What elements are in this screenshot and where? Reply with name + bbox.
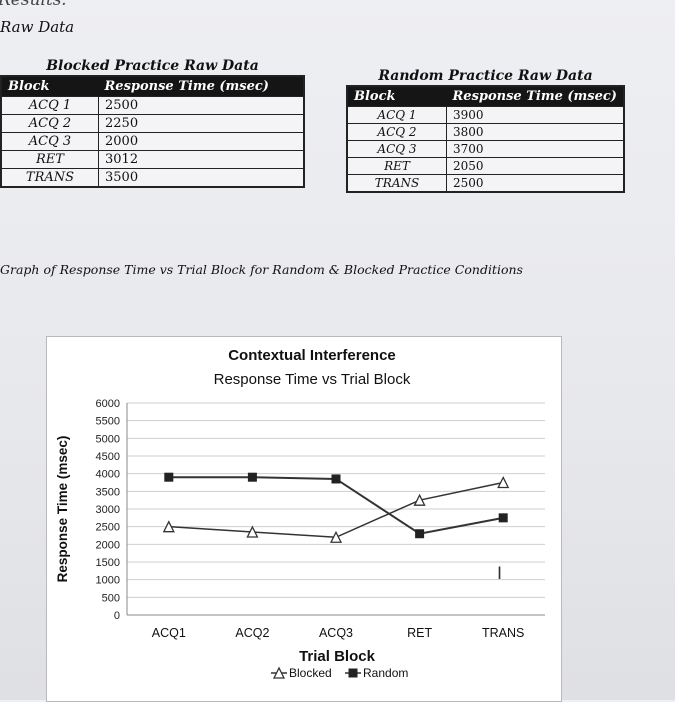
blocked-block-cell: ACQ 1 [0,96,99,115]
graph-caption: Graph of Response Time vs Trial Block fo… [0,262,523,277]
blocked-value-cell: 2000 [98,132,305,151]
y-tick-label: 2000 [96,539,120,551]
table-row: ACQ 1 2500 [0,96,305,115]
chart-title: Contextual Interference [228,347,396,364]
legend-marker-random [348,668,358,678]
random-header-response: Response Time (msec) [446,86,624,107]
random-value-cell: 3800 [446,123,625,141]
data-point-blocked [329,530,343,543]
table-row: ACQ 2 3800 [346,123,625,141]
data-point-blocked [497,476,510,489]
random-block-cell: ACQ 2 [346,123,447,141]
y-tick-label: 1500 [96,557,120,569]
blocked-table-title: Blocked Practice Raw Data [46,58,259,74]
series-line-blocked [168,481,504,539]
data-point-blocked [246,525,259,538]
table-row: ACQ 2 2250 [0,114,305,133]
y-tick-label: 6000 [96,398,120,410]
random-value-cell: 3900 [446,106,625,124]
random-header-block: Block [347,86,447,107]
y-axis-label: Response Time (msec) [55,436,70,583]
raw-data-label: Raw Data [0,18,75,36]
data-point-blocked [162,520,175,533]
legend-marker-blocked [272,666,286,679]
table-row: TRANS 3500 [0,168,305,188]
data-point-random [498,513,508,523]
blocked-header-response: Response Time (msec) [98,76,304,97]
y-tick-label: 4000 [96,469,120,481]
data-point-random [247,472,257,482]
blocked-block-cell: ACQ 2 [0,114,99,133]
y-tick-label: 5000 [96,433,120,445]
x-tick-label: ACQ2 [235,626,269,640]
random-value-cell: 2500 [446,174,625,193]
blocked-header-block: Block [1,76,99,97]
y-tick-label: 4500 [96,451,120,463]
random-table-title: Random Practice Raw Data [378,68,593,84]
random-value-cell: 2050 [446,157,625,175]
chart-subtitle: Response Time vs Trial Block [214,371,411,388]
line-chart: Contextual Interference Response Time vs … [55,347,545,680]
data-point-blocked [413,493,426,506]
text-cursor-icon: I [497,564,503,584]
table-row: ACQ 3 2000 [0,132,305,151]
blocked-value-cell: 3012 [98,150,305,169]
random-block-cell: ACQ 3 [346,140,447,158]
y-tick-label: 2500 [96,522,120,534]
legend-label-blocked: Blocked [289,666,332,680]
y-tick-label: 3500 [96,486,120,498]
series-line-random [168,476,504,535]
data-point-random [164,472,174,482]
random-value-cell: 3700 [446,140,625,158]
random-block-cell: ACQ 1 [346,106,447,124]
section-heading: Results: [0,0,68,10]
blocked-value-cell: 2500 [98,96,305,115]
x-tick-label: ACQ3 [319,626,353,640]
table-row: RET 2050 [346,157,625,175]
random-block-cell: RET [346,157,447,175]
random-block-cell: TRANS [346,174,447,193]
y-tick-label: 5500 [96,416,120,428]
blocked-value-cell: 2250 [98,114,305,133]
y-tick-label: 3000 [96,504,120,516]
blocked-block-cell: RET [0,150,99,169]
table-row: TRANS 2500 [346,174,625,193]
random-practice-table: Random Practice Raw Data Block Response … [346,66,625,193]
y-tick-label: 0 [114,610,120,622]
blocked-block-cell: TRANS [0,168,99,188]
x-tick-label: TRANS [482,626,524,640]
y-tick-label: 1000 [96,575,120,587]
table-row: ACQ 1 3900 [346,106,625,124]
table-row: ACQ 3 3700 [346,140,625,158]
blocked-block-cell: ACQ 3 [0,132,99,151]
blocked-practice-table: Blocked Practice Raw Data Block Response… [0,56,305,188]
x-axis-label: Trial Block [299,648,376,665]
x-tick-label: ACQ1 [152,626,186,640]
y-tick-label: 500 [102,592,120,604]
legend-label-random: Random [363,666,408,680]
data-point-random [331,474,341,484]
chart-container: Contextual Interference Response Time vs … [46,336,562,702]
data-point-random [415,529,425,539]
x-tick-label: RET [407,626,432,640]
blocked-value-cell: 3500 [98,168,305,188]
table-row: RET 3012 [0,150,305,169]
